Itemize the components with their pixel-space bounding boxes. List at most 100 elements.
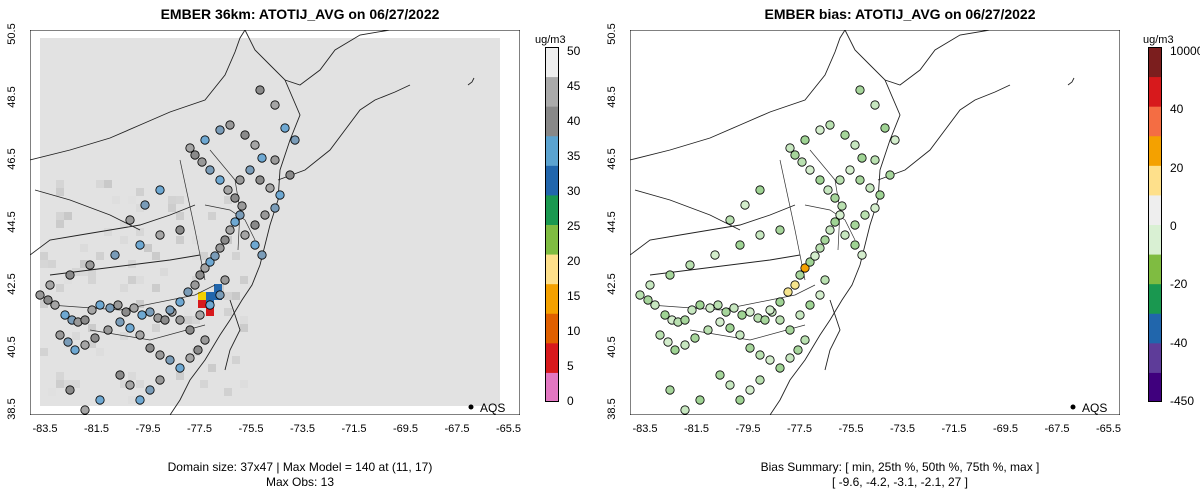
obs-point — [183, 287, 193, 297]
colorbar-tick-label: 15 — [567, 289, 581, 303]
bias-point — [635, 290, 645, 300]
model-cell — [80, 244, 88, 252]
y-tick-label: 40.5 — [6, 335, 18, 358]
bias-point — [850, 240, 860, 250]
obs-point — [95, 395, 105, 405]
bias-point — [725, 323, 735, 333]
model-cell — [80, 268, 88, 276]
colorbar-unit: ug/m3 — [1143, 34, 1174, 46]
model-cell — [56, 380, 64, 388]
bias-point — [755, 185, 765, 195]
model-cell — [56, 188, 64, 196]
colorbar-tick-label: 5 — [567, 359, 574, 373]
obs-point — [145, 307, 155, 317]
bias-point — [800, 135, 810, 145]
bias-point — [875, 190, 885, 200]
colorbar-segment — [545, 76, 559, 107]
bias-point — [660, 310, 670, 320]
model-cell — [136, 380, 144, 388]
y-tick-label: 38.5 — [606, 398, 618, 420]
model-cell — [240, 324, 248, 332]
x-tick-label: -79.5 — [735, 423, 761, 435]
model-cell — [88, 340, 96, 348]
colorbar-segment — [1148, 313, 1162, 344]
obs-point — [50, 300, 60, 310]
model-cell-high — [198, 300, 206, 308]
bias-point — [870, 100, 880, 110]
obs-point — [165, 355, 175, 365]
y-tick-label: 48.5 — [6, 85, 18, 108]
aqs-legend-label: AQS — [1082, 401, 1108, 415]
obs-point — [240, 130, 250, 140]
model-cell — [232, 356, 240, 364]
obs-point — [205, 257, 215, 267]
colorbar — [1148, 47, 1162, 402]
model-cell — [96, 252, 104, 260]
bias-point — [775, 297, 785, 307]
bias-point — [793, 345, 803, 355]
model-cell — [56, 284, 64, 292]
colorbar-segment — [1148, 372, 1162, 402]
bias-point — [890, 135, 900, 145]
model-cell — [56, 372, 64, 380]
x-tick-label: -75.5 — [238, 423, 264, 435]
y-tick-label: 50.5 — [6, 23, 18, 45]
colorbar-segment — [545, 135, 559, 166]
model-cell — [152, 284, 160, 292]
obs-point — [95, 300, 105, 310]
model-cell — [88, 324, 96, 332]
bias-point — [705, 303, 715, 313]
bias-point — [775, 363, 785, 373]
bias-point — [820, 235, 830, 245]
obs-point — [145, 343, 155, 353]
colorbar-tick-label: 30 — [567, 184, 581, 198]
bias-point — [785, 353, 795, 363]
obs-point — [255, 85, 265, 95]
obs-point — [195, 310, 205, 320]
bias-point — [725, 380, 735, 390]
model-cell-high — [206, 308, 214, 316]
max-obs-caption: Max Obs: 13 — [265, 475, 335, 489]
colorbar-segment — [1148, 106, 1162, 137]
y-tick-label: 42.5 — [606, 273, 618, 295]
colorbar-tick-label: 0 — [1170, 219, 1177, 233]
obs-point — [140, 200, 150, 210]
x-tick-label: -83.5 — [32, 423, 58, 435]
y-tick-label: 48.5 — [606, 85, 618, 108]
obs-point — [200, 135, 210, 145]
colorbar-segment — [545, 372, 559, 402]
bias-point — [823, 185, 833, 195]
obs-point — [250, 240, 260, 250]
model-cell — [232, 292, 240, 300]
aqs-legend-marker — [1070, 404, 1076, 410]
model-cell — [80, 260, 88, 268]
model-cell — [128, 372, 136, 380]
model-cell — [64, 380, 72, 388]
bias-point — [755, 230, 765, 240]
colorbar-segment — [1148, 254, 1162, 285]
bias-point — [680, 340, 690, 350]
obs-point — [87, 305, 97, 315]
bias-point — [800, 263, 810, 273]
x-tick-label: -83.5 — [632, 423, 658, 435]
obs-point — [215, 125, 225, 135]
obs-point — [43, 295, 53, 305]
colorbar-segment — [545, 283, 559, 314]
bias-point — [820, 275, 830, 285]
model-cell — [64, 276, 72, 284]
bias-point — [680, 405, 690, 415]
model-cell — [224, 308, 232, 316]
bias-point — [775, 225, 785, 235]
bias-point — [665, 385, 675, 395]
obs-point — [113, 300, 123, 310]
model-cell — [56, 220, 64, 228]
obs-point — [185, 143, 195, 153]
bias-point — [815, 243, 825, 253]
bias-point — [837, 201, 847, 211]
bias-point — [755, 375, 765, 385]
obs-point — [290, 135, 300, 145]
bias-point — [795, 270, 805, 280]
colorbar-tick-label: 40 — [1170, 102, 1184, 117]
bias-point — [800, 335, 810, 345]
bias-point — [670, 345, 680, 355]
